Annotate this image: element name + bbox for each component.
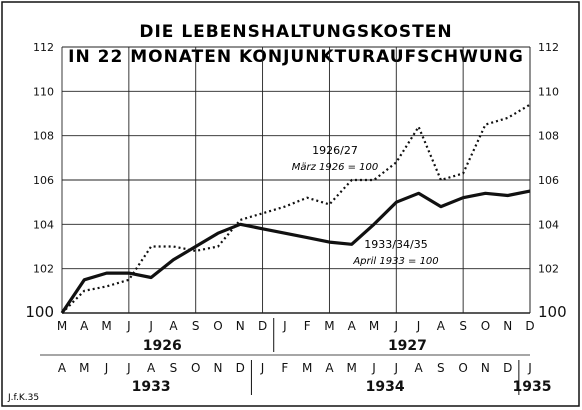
- y-tick-left-112: 112: [33, 41, 54, 54]
- y-tick-right-112: 112: [538, 41, 559, 54]
- top-month-6: S: [192, 319, 200, 333]
- bottom-month-0: A: [58, 361, 67, 375]
- top-year-1926: 1926: [143, 338, 182, 354]
- top-month-9: D: [258, 319, 267, 333]
- top-month-2: M: [101, 319, 111, 333]
- top-month-17: A: [437, 319, 446, 333]
- bottom-month-9: J: [260, 361, 265, 375]
- top-month-21: D: [525, 319, 534, 333]
- top-month-11: F: [304, 319, 311, 333]
- signature: J.f.K.35: [7, 393, 39, 403]
- top-month-12: M: [324, 319, 334, 333]
- top-month-20: N: [503, 319, 512, 333]
- top-month-5: A: [169, 319, 178, 333]
- series-label-1933-34-35: 1933/34/35: [364, 238, 427, 251]
- y-tick-right-104: 104: [538, 218, 559, 231]
- top-month-18: S: [459, 319, 467, 333]
- y-tick-left-100: 100: [25, 303, 54, 321]
- top-month-7: O: [213, 319, 222, 333]
- top-month-14: M: [369, 319, 379, 333]
- bottom-month-18: O: [458, 361, 467, 375]
- y-tick-left-104: 104: [33, 218, 54, 231]
- series-sublabel-1926-27: März 1926 = 100: [292, 162, 379, 173]
- top-month-3: J: [126, 319, 131, 333]
- bottom-month-12: A: [325, 361, 334, 375]
- gridlines: [61, 46, 531, 314]
- bottom-month-13: M: [347, 361, 357, 375]
- top-month-19: O: [481, 319, 490, 333]
- y-tick-right-106: 106: [538, 174, 559, 187]
- top-month-16: J: [416, 319, 421, 333]
- bottom-month-20: D: [503, 361, 512, 375]
- y-tick-right-102: 102: [538, 263, 559, 276]
- y-tick-left-106: 106: [33, 174, 54, 187]
- y-tick-left-108: 108: [33, 130, 54, 143]
- y-tick-right-108: 108: [538, 130, 559, 143]
- bottom-month-16: A: [414, 361, 423, 375]
- bottom-month-6: O: [191, 361, 200, 375]
- top-month-0: M: [57, 319, 67, 333]
- y-axis-ticks: 100 100 102 102 104 104 106 106 108 108 110 110 112 1…: [25, 41, 566, 321]
- bottom-month-17: S: [437, 361, 445, 375]
- bottom-month-7: N: [214, 361, 223, 375]
- bottom-year-1934: 1934: [366, 379, 405, 395]
- bottom-month-1: M: [79, 361, 89, 375]
- chart-title-line-2: IN 22 MONATEN KONJUNKTURAUFSCHWUNG: [68, 47, 524, 67]
- top-month-8: N: [236, 319, 245, 333]
- top-month-10: J: [282, 319, 287, 333]
- bottom-month-10: F: [281, 361, 288, 375]
- bottom-month-14: J: [371, 361, 376, 375]
- bottom-year-1935: 1935: [513, 379, 552, 395]
- bottom-month-15: J: [394, 361, 399, 375]
- bottom-month-11: M: [302, 361, 312, 375]
- bottom-year-1933: 1933: [132, 379, 171, 395]
- chart-title-line-1: DIE LEBENSHALTUNGSKOSTEN: [139, 22, 452, 42]
- bottom-month-8: D: [236, 361, 245, 375]
- bottom-month-21: J: [527, 361, 532, 375]
- series-line-1933-34-35: [60, 189, 531, 314]
- top-month-4: J: [148, 319, 153, 333]
- bottom-month-5: S: [170, 361, 178, 375]
- top-month-13: A: [348, 319, 357, 333]
- series-label-1926-27: 1926/27: [312, 144, 358, 157]
- bottom-month-3: J: [126, 361, 131, 375]
- y-tick-right-110: 110: [538, 85, 559, 98]
- bottom-month-4: A: [147, 361, 156, 375]
- top-month-1: A: [80, 319, 89, 333]
- y-tick-right-100: 100: [538, 303, 567, 321]
- y-tick-left-110: 110: [33, 85, 54, 98]
- y-tick-left-102: 102: [33, 263, 54, 276]
- series-sublabel-1933-34-35: April 1933 = 100: [352, 256, 438, 267]
- series-lines: [60, 103, 531, 314]
- bottom-month-19: N: [481, 361, 490, 375]
- top-year-1927: 1927: [388, 338, 427, 354]
- top-month-15: J: [394, 319, 399, 333]
- bottom-month-2: J: [104, 361, 109, 375]
